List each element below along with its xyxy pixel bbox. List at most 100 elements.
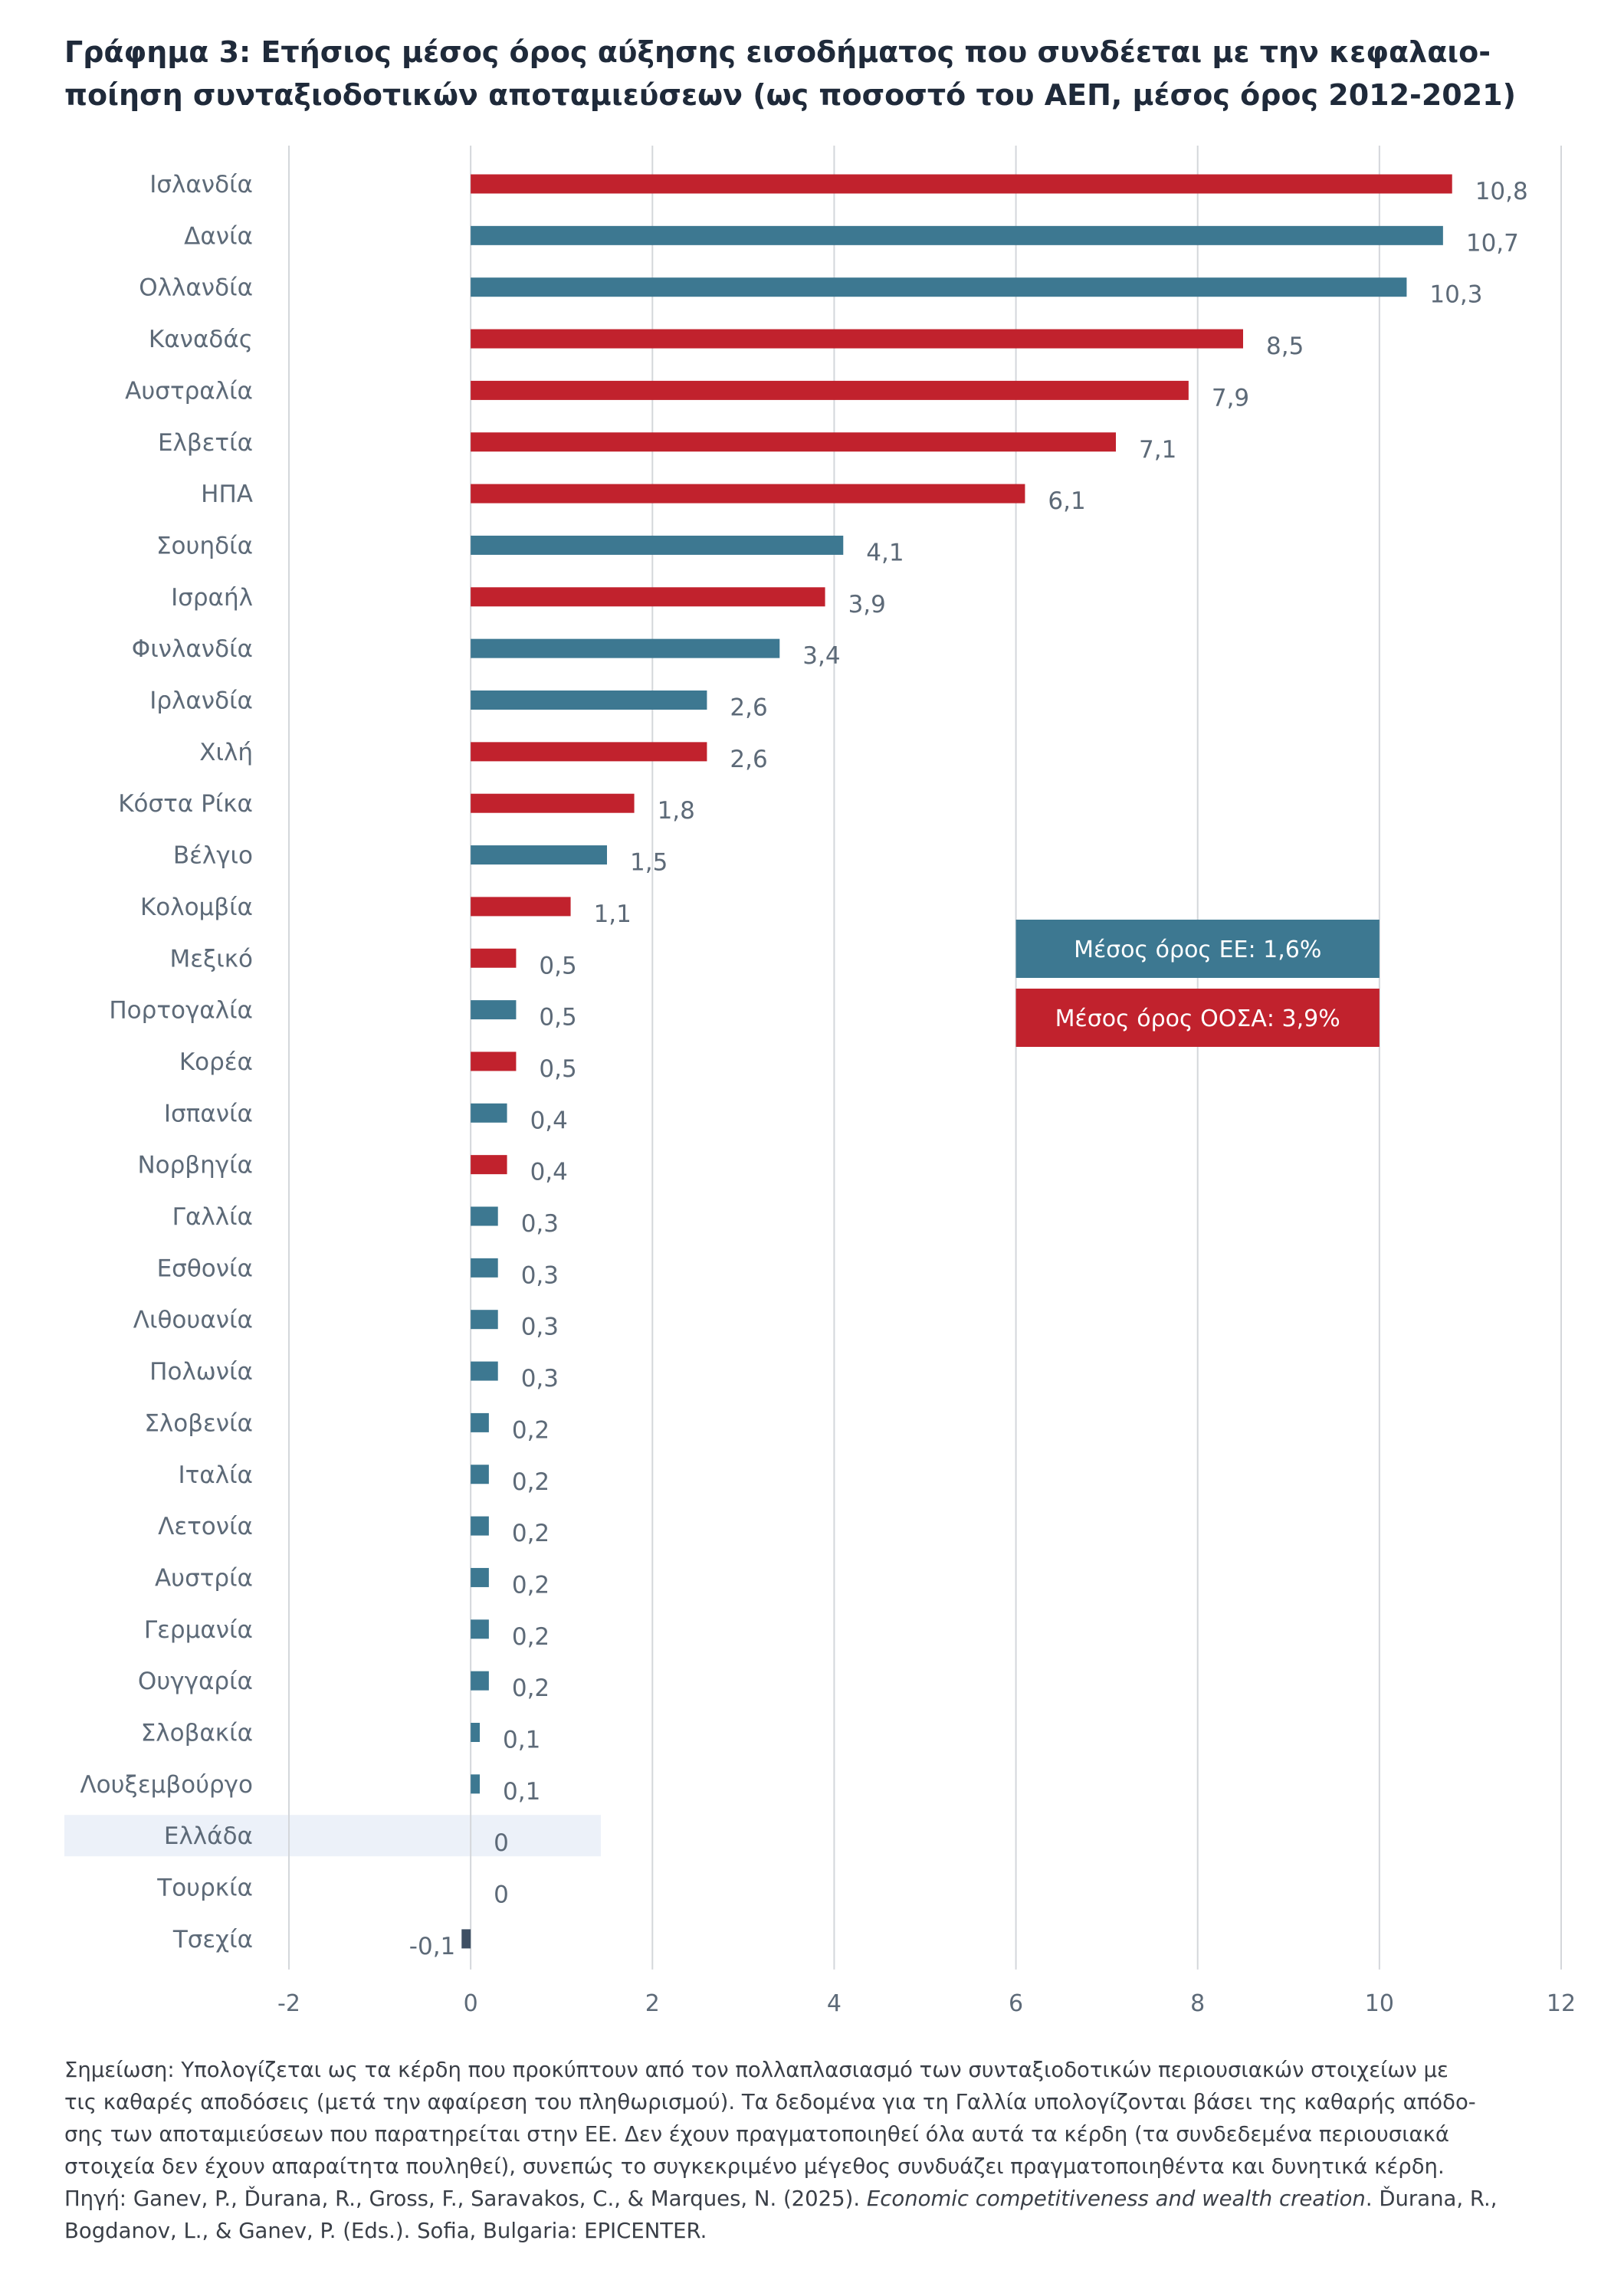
category-label: Λιθουανία — [133, 1307, 253, 1334]
category-label: Κορέα — [179, 1048, 253, 1076]
value-label: 2,6 — [730, 746, 767, 773]
value-label: 0,1 — [503, 1727, 540, 1754]
category-label: Τουρκία — [156, 1875, 253, 1902]
bar — [471, 587, 825, 607]
category-label: Ιταλία — [178, 1461, 253, 1489]
x-tick-label: -2 — [277, 1990, 300, 2017]
category-label: Ελλάδα — [164, 1822, 253, 1850]
bar — [471, 1619, 489, 1639]
x-tick-label: 0 — [464, 1990, 478, 2017]
value-label: 1,1 — [594, 900, 632, 928]
category-label: Σλοβακία — [141, 1720, 253, 1747]
chart-title-line-2: ποίηση συνταξιοδοτικών αποταμιεύσεων (ως… — [64, 78, 1516, 112]
value-label: 0,2 — [512, 1416, 550, 1444]
note-source-line: Πηγή: Ganev, P., Ďurana, R., Gross, F., … — [64, 2183, 1567, 2215]
value-label: 0,4 — [530, 1159, 568, 1186]
category-label: Ολλανδία — [139, 274, 253, 302]
category-label: Κόστα Ρίκα — [118, 790, 253, 818]
bar — [471, 691, 707, 710]
bar — [471, 1000, 517, 1020]
x-tick-label: 6 — [1009, 1990, 1023, 2017]
bar — [471, 329, 1243, 349]
x-tick-label: 10 — [1365, 1990, 1394, 2017]
bar — [471, 484, 1025, 504]
category-label: Μεξικό — [169, 945, 253, 973]
category-label: Δανία — [184, 222, 253, 250]
bar — [471, 1051, 517, 1071]
bar-chart: -2 0 2 4 6 8 10 12 Ισλανδία 10,8 Δανία 10,7 Ολλανδία… — [64, 146, 1576, 2017]
category-label: Καναδάς — [149, 326, 253, 353]
bar — [471, 742, 707, 762]
chart-note: Σημείωση: Υπολογίζεται ως τα κέρδη που π… — [64, 2054, 1567, 2247]
category-label: Γερμανία — [144, 1616, 253, 1644]
legend-label-oecd: Μέσος όρος ΟΟΣΑ: 3,9% — [1055, 1005, 1340, 1032]
x-tick-label: 12 — [1547, 1990, 1576, 2017]
category-label: Ισπανία — [164, 1100, 253, 1127]
value-label: 0 — [494, 1829, 509, 1857]
value-label: 0 — [494, 1881, 509, 1909]
bar — [471, 432, 1116, 452]
bar — [471, 225, 1443, 245]
value-label: 8,5 — [1266, 333, 1304, 360]
value-label: 1,5 — [630, 849, 668, 877]
x-tick-label: 2 — [645, 1990, 660, 2017]
category-label: Γαλλία — [172, 1203, 253, 1231]
category-label: Ιρλανδία — [149, 687, 253, 715]
value-label: 0,2 — [512, 1675, 550, 1702]
bar — [471, 277, 1407, 297]
value-label: 7,9 — [1212, 384, 1249, 412]
bar — [471, 380, 1189, 400]
bar — [471, 174, 1452, 194]
value-label: 4,1 — [866, 539, 904, 566]
value-label: 6,1 — [1048, 487, 1085, 515]
bar — [471, 1206, 498, 1226]
value-label: 10,8 — [1475, 178, 1528, 205]
bar — [461, 1929, 471, 1949]
category-label: Κολομβία — [140, 894, 253, 921]
bar — [471, 1103, 507, 1123]
value-label: -0,1 — [409, 1933, 456, 1960]
chart-title-line-1: Γράφημα 3: Ετήσιος μέσος όρος αύξησης ει… — [64, 35, 1491, 69]
source-prefix: Πηγή: Ganev, P., Ďurana, R., Gross, F., … — [64, 2186, 867, 2211]
legend-label-eu: Μέσος όρος ΕΕ: 1,6% — [1074, 937, 1321, 963]
value-label: 0,2 — [512, 1468, 550, 1496]
value-label: 0,5 — [539, 1055, 576, 1083]
bar — [471, 1310, 498, 1330]
category-label: Τσεχία — [172, 1926, 253, 1953]
value-label: 1,8 — [658, 797, 695, 825]
bar — [471, 845, 607, 865]
chart-title: Γράφημα 3: Ετήσιος μέσος όρος αύξησης ει… — [64, 31, 1582, 116]
category-label: Χιλή — [199, 739, 253, 766]
bar — [471, 1412, 489, 1432]
value-label: 7,1 — [1139, 436, 1176, 464]
value-label: 0,5 — [539, 952, 576, 979]
value-label: 0,3 — [521, 1210, 559, 1238]
category-label: Αυστρία — [155, 1564, 253, 1592]
category-label: Σουηδία — [156, 532, 253, 559]
value-label: 0,4 — [530, 1107, 568, 1134]
highlight-band — [64, 1815, 601, 1857]
value-label: 0,2 — [512, 1520, 550, 1547]
bar — [471, 638, 780, 658]
bar — [471, 1258, 498, 1278]
source-suffix: . Ďurana, R., — [1365, 2186, 1498, 2211]
note-line-3: σης των αποταμιεύσεων που παρατηρείται σ… — [64, 2122, 1449, 2147]
bar — [471, 1155, 507, 1175]
bar — [471, 1723, 480, 1742]
category-label: Ισραήλ — [171, 584, 253, 612]
category-label: Ελβετία — [158, 429, 253, 457]
category-label: Εσθονία — [157, 1255, 253, 1282]
value-label: 0,1 — [503, 1778, 540, 1806]
value-label: 0,3 — [521, 1314, 559, 1341]
x-tick-label: 8 — [1190, 1990, 1205, 2017]
category-label: Πορτογαλία — [109, 997, 253, 1025]
bar — [471, 897, 571, 917]
category-label: Ουγγαρία — [138, 1668, 253, 1695]
source-title: Economic competitiveness and wealth crea… — [866, 2186, 1366, 2211]
note-line-1: Σημείωση: Υπολογίζεται ως τα κέρδη που π… — [64, 2058, 1448, 2082]
category-label: ΗΠΑ — [201, 481, 253, 508]
category-label: Βέλγιο — [173, 842, 253, 870]
category-label: Λουξεμβούργο — [80, 1771, 253, 1799]
note-line-6: Bogdanov, L., & Ganev, P. (Eds.). Sofia,… — [64, 2219, 707, 2243]
bar — [471, 948, 517, 968]
